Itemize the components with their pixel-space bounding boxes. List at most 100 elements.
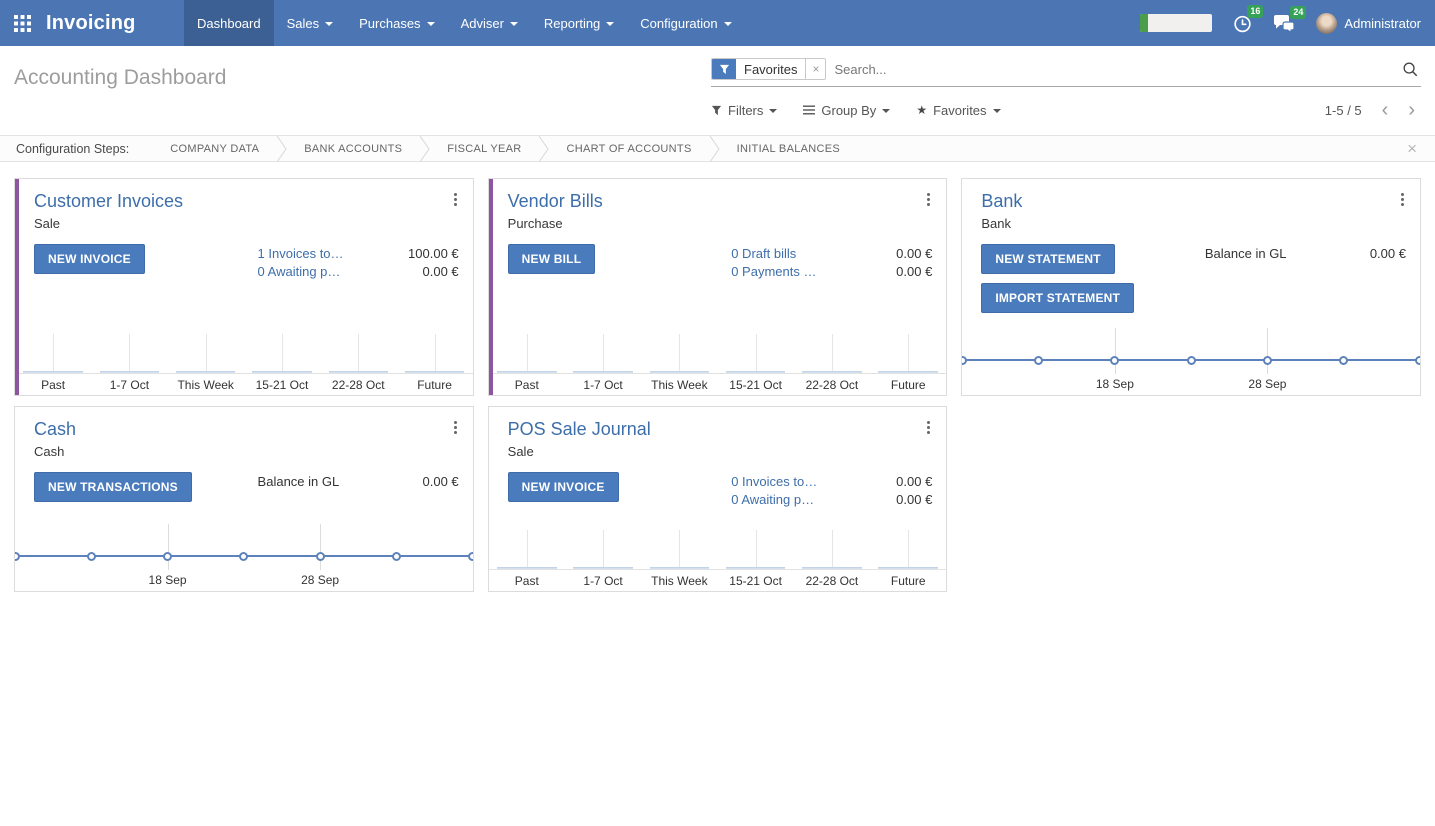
favorites-button[interactable]: ★ Favorites (916, 102, 1001, 118)
app-brand: Invoicing (0, 0, 184, 46)
kpi-row: 0 Payments … 0.00 € (731, 263, 932, 281)
config-step-chart-of-accounts[interactable]: CHART OF ACCOUNTS (566, 142, 692, 155)
app-name[interactable]: Invoicing (46, 11, 136, 34)
card-sparkline-chart[interactable]: Past 1-7 Oct This Week 15-21 Oct 22-28 Oct Fu… (488, 524, 947, 591)
card-kebab-menu-icon[interactable] (923, 189, 934, 210)
balance-label: Balance in GL (1204, 246, 1287, 261)
menu-label: Dashboard (197, 15, 261, 31)
chart-x-label: 15-21 Oct (729, 573, 782, 588)
menu-reporting[interactable]: Reporting (531, 0, 627, 46)
chart-axis-labels: Past 1-7 Oct This Week 15-21 Oct 22-28 Oct Fu… (15, 374, 473, 395)
chart-tick-line (526, 334, 528, 373)
chart-tick-line (908, 530, 910, 569)
card-kebab-menu-icon[interactable] (450, 189, 461, 210)
progress-bar[interactable] (1140, 14, 1213, 32)
journal-card-cash: Cash Cash NEW TRANSACTIONS Balance in GL… (14, 406, 474, 592)
card-title[interactable]: Vendor Bills (507, 191, 603, 211)
search-icon[interactable] (1400, 61, 1421, 78)
chevron-down-icon (509, 22, 518, 26)
card-sparkline-chart[interactable]: Past 1-7 Oct This Week 15-21 Oct 22-28 Oct Fu… (488, 328, 947, 395)
draft-bills-link[interactable]: 0 Draft bills (731, 246, 797, 261)
kpi-row: 0 Draft bills 0.00 € (731, 245, 932, 263)
new-invoice-button[interactable]: NEW INVOICE (34, 244, 145, 274)
awaiting-payments-link[interactable]: 0 Awaiting p… (731, 492, 815, 507)
chart-line-marker (1339, 356, 1349, 365)
group-by-label: Group By (821, 102, 877, 118)
chevron-separator-icon (419, 135, 430, 162)
card-kebab-menu-icon[interactable] (450, 417, 461, 438)
invoices-to-validate-link[interactable]: 0 Invoices to… (731, 474, 818, 489)
pager-previous-button[interactable]: ‹ (1381, 99, 1389, 121)
menu-sales[interactable]: Sales (274, 0, 347, 46)
chart-x-label: 15-21 Oct (729, 377, 782, 392)
journal-card-vendor-bills: Vendor Bills Purchase NEW BILL 0 Draft b… (487, 178, 948, 396)
chart-plot-area (488, 328, 947, 374)
chart-bar-slot (718, 328, 794, 373)
menu-adviser[interactable]: Adviser (448, 0, 531, 46)
config-step-initial-balances[interactable]: INITIAL BALANCES (736, 142, 841, 155)
pager-next-button[interactable]: › (1408, 99, 1415, 121)
card-subtitle: Sale (34, 216, 61, 231)
chart-bar (573, 371, 633, 373)
chevron-down-icon (606, 22, 615, 26)
filters-button[interactable]: Filters (711, 103, 778, 118)
menu-dashboard[interactable]: Dashboard (184, 0, 274, 46)
chart-x-label: 18 Sep (148, 573, 187, 587)
card-kebab-menu-icon[interactable] (923, 417, 934, 438)
new-invoice-button[interactable]: NEW INVOICE (507, 472, 619, 502)
card-title[interactable]: Customer Invoices (34, 191, 184, 211)
user-menu[interactable]: Administrator (1316, 12, 1421, 34)
invoices-to-validate-link[interactable]: 1 Invoices to… (257, 246, 344, 261)
control-panel: Accounting Dashboard Favorites × Filters (0, 46, 1435, 135)
card-subtitle: Cash (34, 444, 65, 459)
chart-bar (23, 371, 83, 373)
chart-tick-line (679, 530, 681, 569)
chevron-down-icon (426, 22, 435, 26)
facet-remove-icon[interactable]: × (805, 59, 826, 79)
card-title[interactable]: Bank (981, 191, 1023, 211)
config-step-company-data[interactable]: COMPANY DATA (170, 142, 260, 155)
chart-axis-labels: Past 1-7 Oct This Week 15-21 Oct 22-28 Oct Fu… (489, 570, 947, 591)
config-step-bank-accounts[interactable]: BANK ACCOUNTS (304, 142, 403, 155)
filter-funnel-icon (712, 59, 736, 79)
chevron-down-icon (882, 109, 891, 113)
chart-x-label: Past (41, 377, 66, 392)
new-transactions-button[interactable]: NEW TRANSACTIONS (34, 472, 192, 502)
chart-bar (252, 371, 312, 373)
chart-x-label: This Week (651, 377, 708, 392)
card-title[interactable]: POS Sale Journal (507, 419, 651, 439)
menu-purchases[interactable]: Purchases (346, 0, 447, 46)
card-sparkline-chart[interactable]: 18 Sep 28 Sep (962, 328, 1420, 395)
kpi-table: Balance in GL 0.00 € (1205, 245, 1406, 263)
kpi-row: 0 Awaiting p… 0.00 € (258, 263, 459, 281)
awaiting-payments-link[interactable]: 0 Awaiting p… (257, 264, 341, 279)
card-title[interactable]: Cash (34, 419, 77, 439)
messages-chat-icon[interactable]: 24 (1273, 5, 1307, 33)
chart-tick-line (603, 334, 605, 373)
close-icon[interactable]: × (1407, 139, 1417, 158)
menu-configuration[interactable]: Configuration (627, 0, 744, 46)
import-statement-button[interactable]: IMPORT STATEMENT (981, 283, 1135, 313)
card-sparkline-chart[interactable]: Past 1-7 Oct This Week 15-21 Oct 22-28 Oct Fu… (15, 328, 473, 395)
activities-clock-icon[interactable]: 16 (1232, 4, 1264, 34)
chart-x-label: 28 Sep (301, 573, 340, 587)
chart-x-label: 28 Sep (1248, 377, 1287, 391)
card-sparkline-chart[interactable]: 18 Sep 28 Sep (15, 524, 473, 591)
config-step-fiscal-year[interactable]: FISCAL YEAR (447, 142, 522, 155)
search-input[interactable] (826, 59, 1400, 79)
favorites-label: Favorites (933, 102, 987, 118)
card-kebab-menu-icon[interactable] (1397, 189, 1408, 210)
apps-grid-icon[interactable] (14, 14, 31, 32)
chart-x-label: Future (417, 377, 452, 392)
card-subtitle: Bank (981, 216, 1011, 231)
chart-tick-line (129, 334, 131, 373)
kpi-row: 0 Invoices to… 0.00 € (731, 473, 932, 491)
chevron-separator-icon (538, 135, 550, 162)
chart-axis-labels: Past 1-7 Oct This Week 15-21 Oct 22-28 Oct Fu… (489, 374, 947, 395)
star-icon: ★ (916, 103, 928, 117)
chart-bar-slot (91, 328, 167, 373)
payments-link[interactable]: 0 Payments … (731, 264, 817, 279)
group-by-button[interactable]: Group By (803, 102, 891, 118)
new-bill-button[interactable]: NEW BILL (507, 244, 596, 274)
new-statement-button[interactable]: NEW STATEMENT (981, 244, 1115, 274)
